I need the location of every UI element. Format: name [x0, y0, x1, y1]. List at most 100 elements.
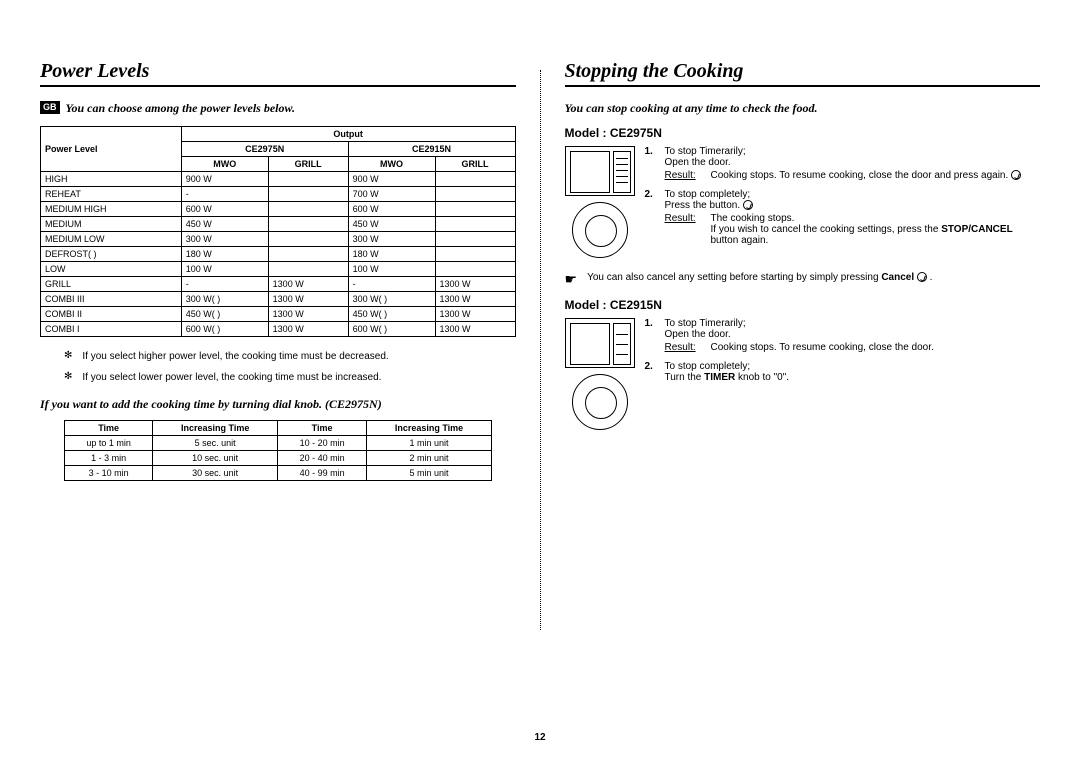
table-row: REHEAT-700 W	[41, 187, 516, 202]
table-cell: MEDIUM HIGH	[41, 202, 182, 217]
th-model-b: CE2915N	[348, 142, 515, 157]
table-cell: -	[348, 277, 435, 292]
column-divider	[540, 70, 541, 630]
table-cell	[435, 202, 515, 217]
table-cell	[268, 262, 348, 277]
table-cell: 10 sec. unit	[153, 451, 278, 466]
timer-dial-icon	[572, 374, 628, 430]
right-column: Stopping the Cooking You can stop cookin…	[565, 60, 1041, 733]
microwave-diagram-b	[565, 318, 635, 430]
table-cell: 600 W( )	[348, 322, 435, 337]
table-row: MEDIUM LOW300 W300 W	[41, 232, 516, 247]
table-cell: COMBI III	[41, 292, 182, 307]
table-cell: 1300 W	[268, 322, 348, 337]
table-cell: 300 W( )	[181, 292, 268, 307]
th-mwo-a: MWO	[181, 157, 268, 172]
table-cell: 40 - 99 min	[278, 466, 367, 481]
table-cell: 5 sec. unit	[153, 436, 278, 451]
table-cell: 300 W( )	[348, 292, 435, 307]
table-cell: 700 W	[348, 187, 435, 202]
table-cell: 10 - 20 min	[278, 436, 367, 451]
table-cell: 600 W( )	[181, 322, 268, 337]
table-cell: 100 W	[348, 262, 435, 277]
gb-badge: GB	[40, 101, 60, 114]
table-cell: MEDIUM LOW	[41, 232, 182, 247]
table-row: DEFROST( )180 W180 W	[41, 247, 516, 262]
left-column: Power Levels GB You can choose among the…	[40, 60, 516, 733]
a-step2-title: To stop completely;	[665, 189, 1041, 200]
table-cell	[268, 232, 348, 247]
table-cell: 20 - 40 min	[278, 451, 367, 466]
time-table: Time Increasing Time Time Increasing Tim…	[64, 420, 492, 481]
b-step1-body: Open the door.	[665, 329, 934, 340]
step-number: 2.	[645, 361, 657, 383]
th-model-a: CE2975N	[181, 142, 348, 157]
table-row: MEDIUM450 W450 W	[41, 217, 516, 232]
note-2: If you select lower power level, the coo…	[82, 372, 381, 383]
table-cell: 450 W( )	[181, 307, 268, 322]
table-cell: 180 W	[348, 247, 435, 262]
table-cell: 2 min unit	[367, 451, 492, 466]
power-level-table: Power Level Output CE2975N CE2915N MWO G…	[40, 126, 516, 337]
b-step2-body: Turn the TIMER knob to "0".	[665, 372, 790, 383]
table-cell: 900 W	[181, 172, 268, 187]
table-cell: 1300 W	[435, 292, 515, 307]
table-row: COMBI III300 W( )1300 W300 W( )1300 W	[41, 292, 516, 307]
note-bullet-icon: ✻	[64, 372, 72, 383]
table-cell	[268, 187, 348, 202]
table-cell	[435, 172, 515, 187]
b-step1-result: Cooking stops. To resume cooking, close …	[711, 342, 934, 353]
result-label: Result:	[665, 213, 703, 246]
th-inc2: Increasing Time	[367, 421, 492, 436]
table-cell	[435, 247, 515, 262]
cancel-icon	[743, 200, 753, 210]
table-cell: 450 W	[348, 217, 435, 232]
table-cell: LOW	[41, 262, 182, 277]
table-cell: 5 min unit	[367, 466, 492, 481]
table-row: COMBI II450 W( )1300 W450 W( )1300 W	[41, 307, 516, 322]
table-cell	[268, 202, 348, 217]
table-row: LOW100 W100 W	[41, 262, 516, 277]
table-cell: GRILL	[41, 277, 182, 292]
table-cell	[268, 247, 348, 262]
table-row: GRILL-1300 W-1300 W	[41, 277, 516, 292]
table-row: 3 - 10 min30 sec. unit40 - 99 min5 min u…	[65, 466, 492, 481]
table-cell: 1300 W	[268, 292, 348, 307]
stopping-intro: You can stop cooking at any time to chec…	[565, 101, 1041, 116]
hand-icon: ☛	[565, 272, 578, 286]
th-power-level: Power Level	[41, 127, 182, 172]
table-cell: HIGH	[41, 172, 182, 187]
a-step2-result: The cooking stops.	[711, 213, 1041, 224]
table-row: COMBI I600 W( )1300 W600 W( )1300 W	[41, 322, 516, 337]
table-cell: 1300 W	[435, 322, 515, 337]
th-inc1: Increasing Time	[153, 421, 278, 436]
a-step2-extra: If you wish to cancel the cooking settin…	[711, 224, 1041, 246]
table-cell: 1300 W	[435, 307, 515, 322]
th-grill-a: GRILL	[268, 157, 348, 172]
table-cell: -	[181, 187, 268, 202]
a-step1-body: Open the door.	[665, 157, 1022, 168]
table-cell: -	[181, 277, 268, 292]
b-step2-title: To stop completely;	[665, 361, 790, 372]
table-cell: COMBI I	[41, 322, 182, 337]
table-cell: DEFROST( )	[41, 247, 182, 262]
table-cell	[435, 262, 515, 277]
table-cell: 100 W	[181, 262, 268, 277]
table-row: up to 1 min5 sec. unit10 - 20 min1 min u…	[65, 436, 492, 451]
table-cell	[268, 217, 348, 232]
result-label: Result:	[665, 170, 703, 181]
table-cell	[435, 187, 515, 202]
microwave-diagram-a	[565, 146, 635, 258]
table-cell: 450 W	[181, 217, 268, 232]
b-step1-title: To stop Timerarily;	[665, 318, 934, 329]
table-cell: 1300 W	[268, 277, 348, 292]
table-row: MEDIUM HIGH600 W600 W	[41, 202, 516, 217]
model-b-heading: Model : CE2915N	[565, 298, 1041, 312]
th-time1: Time	[65, 421, 153, 436]
th-output: Output	[181, 127, 515, 142]
cancel-tip: You can also cancel any setting before s…	[587, 272, 932, 286]
note-1: If you select higher power level, the co…	[82, 351, 388, 362]
table-cell: 450 W( )	[348, 307, 435, 322]
table-cell: 300 W	[348, 232, 435, 247]
table-cell: up to 1 min	[65, 436, 153, 451]
